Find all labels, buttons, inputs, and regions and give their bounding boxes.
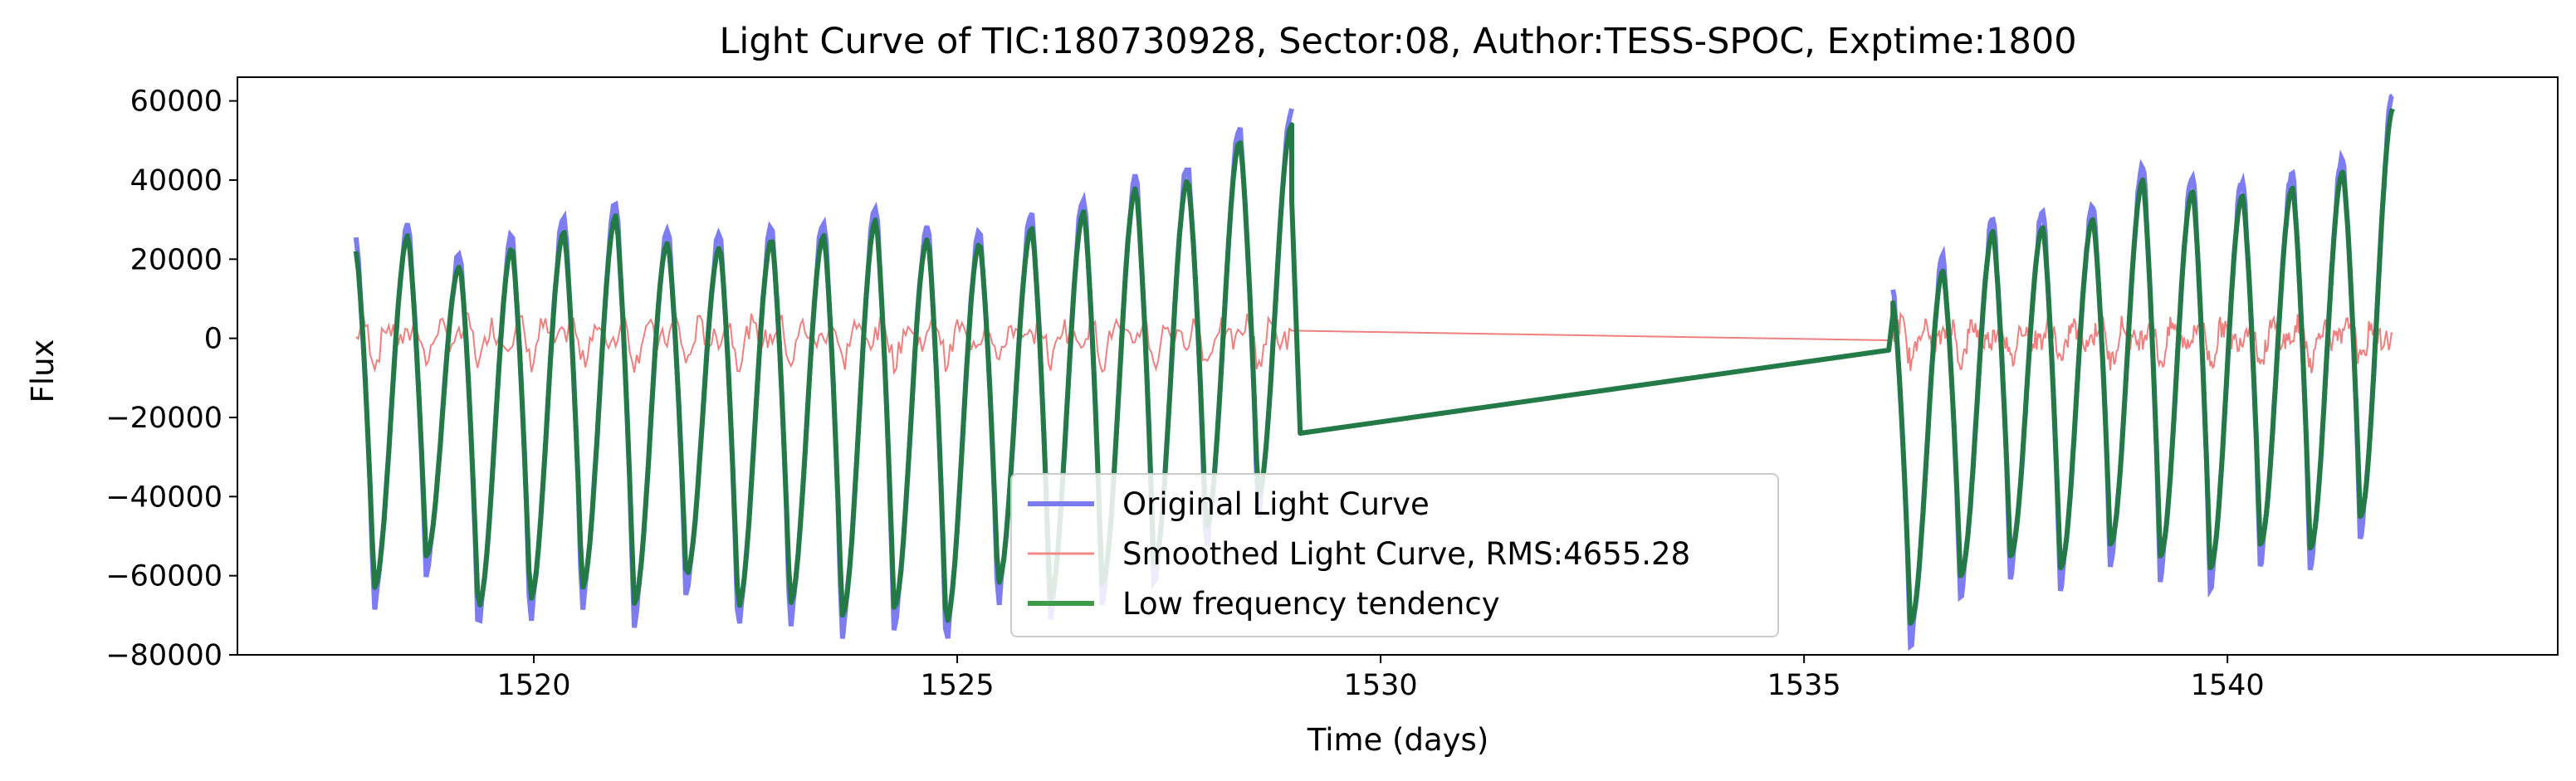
legend-label-smoothed: Smoothed Light Curve, RMS:4655.28 xyxy=(1122,536,1690,572)
original-light-curve-line xyxy=(353,108,1294,639)
x-tick-label: 1535 xyxy=(1767,669,1841,702)
y-tick-label: 60000 xyxy=(130,85,222,119)
legend-label-original: Original Light Curve xyxy=(1122,486,1430,522)
x-axis: 1520 1525 1530 1535 1540 xyxy=(496,655,2265,702)
plot-area xyxy=(237,76,2559,656)
x-axis-label: Time (days) xyxy=(1307,722,1489,758)
y-axis-label: Flux xyxy=(25,339,61,403)
y-tick-label: −80000 xyxy=(105,639,222,672)
y-tick-label: 20000 xyxy=(130,243,222,276)
x-tick-label: 1520 xyxy=(496,669,570,702)
y-tick-label: −60000 xyxy=(105,560,222,593)
legend-box xyxy=(1010,473,1779,637)
legend: Original Light Curve Smoothed Light Curv… xyxy=(1010,473,1779,637)
low-frequency-tendency-line xyxy=(353,107,2395,626)
x-tick-label: 1530 xyxy=(1344,669,1418,702)
y-tick-label: −40000 xyxy=(105,481,222,514)
x-tick-label: 1525 xyxy=(921,669,995,702)
chart-title: Light Curve of TIC:180730928, Sector:08,… xyxy=(719,21,2076,62)
y-tick-label: 40000 xyxy=(130,164,222,198)
legend-label-low-frequency: Low frequency tendency xyxy=(1122,586,1500,622)
x-tick-label: 1540 xyxy=(2191,669,2265,702)
axes-frame xyxy=(237,76,2559,656)
y-tick-label: 0 xyxy=(204,323,222,356)
y-axis: −80000 −60000 −40000 −20000 0 20000 40000 60000 xyxy=(105,85,237,672)
series-layer xyxy=(353,93,2395,652)
y-tick-label: −20000 xyxy=(105,402,222,435)
